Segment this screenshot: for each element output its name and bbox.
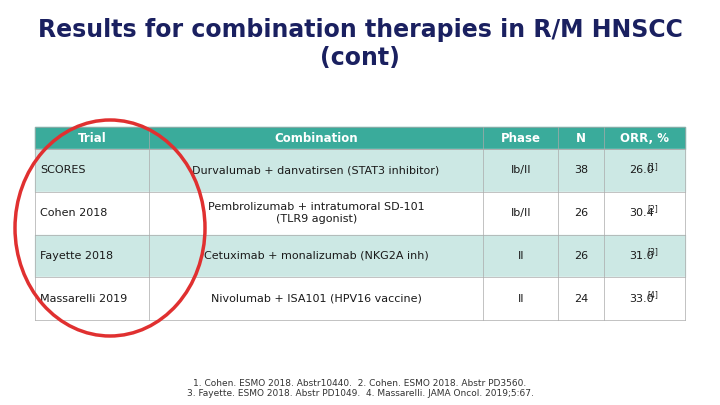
Text: Cetuximab + monalizumab (NKG2A inh): Cetuximab + monalizumab (NKG2A inh)	[204, 251, 428, 261]
Text: Durvalumab + danvatirsen (STAT3 inhibitor): Durvalumab + danvatirsen (STAT3 inhibito…	[192, 165, 440, 175]
Text: (cont): (cont)	[320, 46, 400, 70]
Text: N: N	[576, 132, 586, 145]
Text: 31.0: 31.0	[629, 251, 654, 261]
Text: II: II	[518, 294, 524, 304]
Text: [4]: [4]	[647, 290, 658, 299]
Text: 26: 26	[574, 208, 588, 218]
Text: 3. Fayette. ESMO 2018. Abstr PD1049.  4. Massarelli. JAMA Oncol. 2019;5:67.: 3. Fayette. ESMO 2018. Abstr PD1049. 4. …	[186, 388, 534, 397]
Text: Ib/II: Ib/II	[510, 208, 531, 218]
Text: ORR, %: ORR, %	[620, 132, 669, 145]
Text: 1. Cohen. ESMO 2018. Abstr10440.  2. Cohen. ESMO 2018. Abstr PD3560.: 1. Cohen. ESMO 2018. Abstr10440. 2. Cohe…	[194, 379, 526, 388]
Text: 24: 24	[574, 294, 588, 304]
Text: Pembrolizumab + intratumoral SD-101
(TLR9 agonist): Pembrolizumab + intratumoral SD-101 (TLR…	[208, 202, 424, 224]
Text: Ib/II: Ib/II	[510, 165, 531, 175]
Text: 33.0: 33.0	[629, 294, 654, 304]
Text: 30.4: 30.4	[629, 208, 654, 218]
Text: Results for combination therapies in R/M HNSCC: Results for combination therapies in R/M…	[37, 18, 683, 42]
Text: Fayette 2018: Fayette 2018	[40, 251, 113, 261]
Text: Trial: Trial	[78, 132, 107, 145]
Text: SCORES: SCORES	[40, 165, 86, 175]
Text: [3]: [3]	[647, 247, 658, 256]
Text: Nivolumab + ISA101 (HPV16 vaccine): Nivolumab + ISA101 (HPV16 vaccine)	[211, 294, 422, 304]
Text: Combination: Combination	[274, 132, 358, 145]
Text: Phase: Phase	[501, 132, 541, 145]
Text: Massarelli 2019: Massarelli 2019	[40, 294, 127, 304]
Text: II: II	[518, 251, 524, 261]
Text: Cohen 2018: Cohen 2018	[40, 208, 107, 218]
Text: 38: 38	[574, 165, 588, 175]
Text: [2]: [2]	[647, 205, 658, 213]
Text: 26.0: 26.0	[629, 165, 654, 175]
Text: [1]: [1]	[647, 162, 658, 171]
Text: 26: 26	[574, 251, 588, 261]
